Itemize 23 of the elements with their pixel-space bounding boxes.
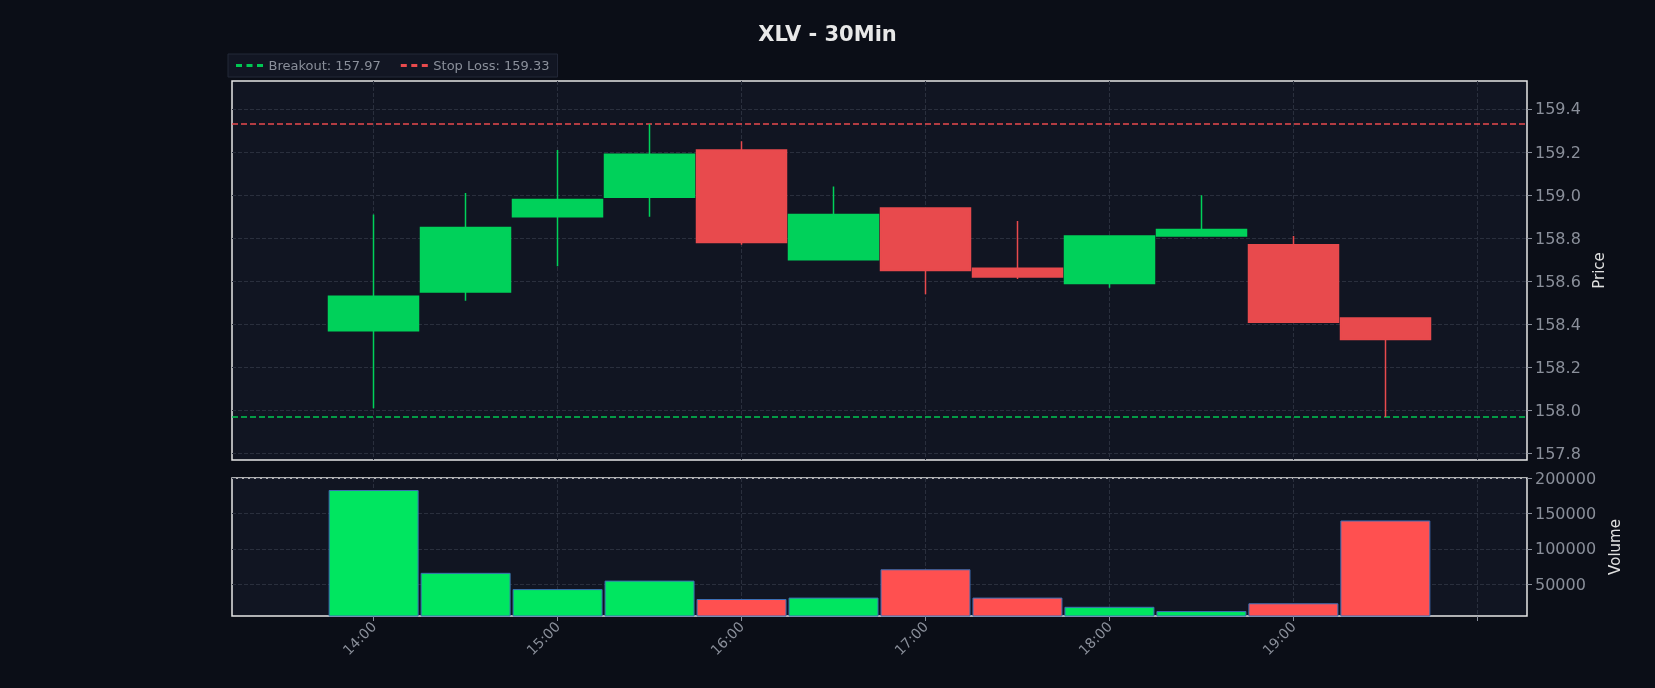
candlestick	[787, 185, 880, 261]
y-tick-label: 200000	[1535, 468, 1597, 488]
y-tick-label: 158.4	[1535, 314, 1581, 334]
y-tick-label: 158.6	[1535, 271, 1581, 291]
y-axis-title: Price	[1590, 252, 1609, 289]
y-tick-label: 159.4	[1535, 99, 1581, 119]
y-tick-label: 50000	[1535, 574, 1586, 594]
y-tick-label: 159.2	[1535, 142, 1581, 162]
legend-label: Stop Loss: 159.33	[433, 58, 550, 73]
y-tick-label: 158.2	[1535, 357, 1581, 377]
y-tick-label: 158.8	[1535, 228, 1581, 248]
legend-label: Breakout: 157.97	[268, 58, 381, 73]
candlestick	[603, 123, 696, 218]
y-tick-label: 157.8	[1535, 444, 1581, 464]
chart-title: XLV - 30Min	[758, 21, 897, 46]
candlestick	[695, 140, 788, 246]
y-axis-title: Volume	[1605, 519, 1624, 575]
y-tick-label: 150000	[1535, 503, 1597, 523]
candlestick	[419, 192, 512, 302]
candlestick	[511, 149, 604, 267]
y-tick-label: 158.0	[1535, 400, 1581, 420]
y-tick-label: 159.0	[1535, 185, 1581, 205]
y-tick-label: 100000	[1535, 539, 1597, 559]
